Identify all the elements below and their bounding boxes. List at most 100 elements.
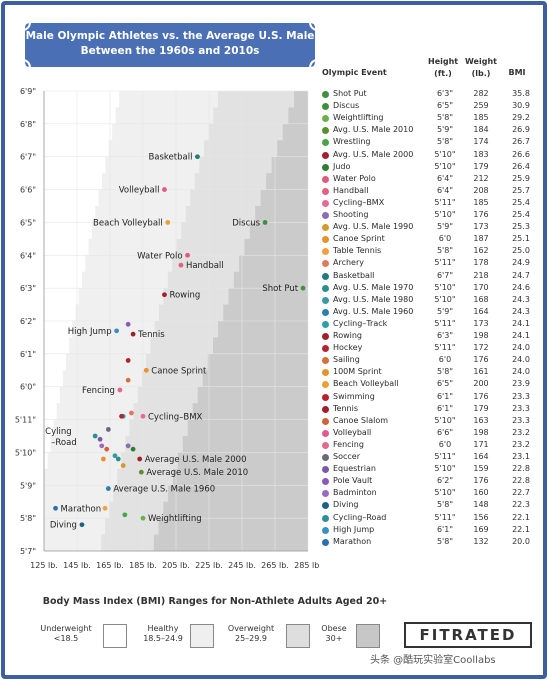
- height-value: 5'10": [434, 149, 456, 159]
- y-tick-label: 5'8": [20, 514, 36, 523]
- x-tick-label: 205 lb.: [162, 561, 190, 570]
- bmi-value: 24.0: [512, 367, 530, 377]
- table-row: Canoe Slalom 5'10" 163 23.3: [320, 415, 532, 427]
- data-point: [114, 328, 119, 334]
- event-name: Avg. U.S. Male 1980: [333, 294, 414, 304]
- title-banner: [24, 22, 316, 68]
- weight-value: 162: [473, 246, 489, 256]
- bmi-value: 23.3: [512, 403, 530, 413]
- table-row: Archery 5'11" 178 24.9: [320, 257, 532, 269]
- height-value: 5'8": [436, 246, 454, 256]
- weight-value: 198: [473, 331, 489, 340]
- event-name: Discus: [333, 101, 360, 111]
- height-value: 5'11": [434, 318, 456, 328]
- table-row: Wrestling 5'8" 174 26.7: [320, 136, 532, 148]
- bmi-value: 22.1: [512, 524, 530, 534]
- bmi-value: 23.2: [512, 439, 530, 449]
- band-step: [218, 321, 308, 338]
- bmi-value: 26.4: [512, 161, 530, 171]
- x-tick-label: 165 lb.: [96, 561, 124, 570]
- data-point: [162, 187, 167, 192]
- weight-value: 148: [473, 500, 489, 510]
- event-name: Avg. U.S. Male 1960: [333, 306, 414, 316]
- band-step: [192, 403, 308, 421]
- table-row: Water Polo 6'4" 212 25.9: [320, 173, 532, 185]
- legend-label: Overweight 25–29.9: [218, 624, 284, 644]
- event-name: Cycling–Track: [333, 318, 388, 328]
- height-value: 5'10": [434, 294, 456, 304]
- band-obese: [153, 91, 308, 552]
- data-point: [143, 367, 149, 373]
- event-name: Pole Vault: [333, 476, 373, 486]
- header-weight: Weight (lb.): [465, 57, 497, 78]
- series-color-dot: [322, 381, 329, 389]
- bmi-value: 24.6: [512, 282, 530, 292]
- y-tick-label: 6'1": [20, 350, 36, 359]
- series-color-dot: [322, 212, 329, 219]
- event-name: Avg. U.S. Male 2000: [333, 149, 414, 159]
- height-value: 5'10": [434, 282, 456, 292]
- legend-swatch: [190, 624, 214, 648]
- data-point: [140, 413, 146, 419]
- table-row: Equestrian 5'10" 159 22.8: [320, 463, 532, 475]
- point-label: Handball: [186, 261, 224, 271]
- weight-value: 198: [473, 427, 489, 437]
- data-point: [119, 413, 124, 419]
- event-name: Marathon: [333, 536, 372, 546]
- y-tick-label: 6'8": [20, 120, 36, 129]
- bmi-value: 23.1: [512, 452, 530, 461]
- series-color-dot: [322, 127, 329, 135]
- table-row: Canoe Sprint 6'0 187 25.1: [320, 233, 532, 245]
- height-value: 5'10": [434, 464, 456, 474]
- event-name: Swimming: [333, 391, 375, 401]
- band-step: [255, 206, 308, 223]
- weight-value: 185: [473, 113, 489, 123]
- series-color-dot: [322, 514, 329, 522]
- header-event: Olympic Event: [322, 68, 387, 77]
- data-point: [102, 505, 108, 511]
- data-point: [53, 505, 58, 511]
- bmi-value: 25.3: [512, 222, 530, 232]
- bmi-value: 26.7: [512, 137, 530, 147]
- table-row: Basketball 6'7" 218 24.7: [320, 270, 532, 282]
- event-name: Cycling–BMX: [333, 197, 385, 207]
- band-step: [212, 337, 308, 355]
- x-tick-label: 145 lb.: [63, 561, 91, 570]
- table-row: Avg. U.S. Male 1990 5'9" 173 25.3: [320, 221, 532, 233]
- band-step: [271, 156, 308, 174]
- band-step: [197, 386, 308, 404]
- band-step: [223, 304, 308, 322]
- series-color-dot: [322, 333, 329, 340]
- data-point: [122, 512, 128, 518]
- event-name: Archery: [333, 258, 364, 268]
- bmi-value: 26.6: [512, 149, 530, 159]
- event-name: Cycling–Road: [333, 512, 387, 522]
- height-value: 6'6": [436, 427, 454, 437]
- weight-value: 156: [473, 512, 489, 522]
- height-value: 5'8": [436, 367, 454, 377]
- series-color-dot: [322, 91, 329, 98]
- data-point: [125, 321, 131, 327]
- bmi-value: 24.3: [512, 294, 530, 304]
- series-color-dot: [322, 441, 329, 449]
- data-point: [79, 522, 85, 528]
- point-label: Average U.S. Male 1960: [113, 485, 215, 495]
- series-color-dot: [322, 175, 329, 183]
- data-point: [262, 220, 268, 225]
- chart-gridlines: [43, 90, 309, 552]
- data-point: [115, 456, 121, 462]
- legend-range: 18.5–24.9: [143, 634, 183, 643]
- data-point: [99, 443, 105, 449]
- point-label: Fencing: [82, 386, 115, 396]
- bmi-value: 20.0: [512, 536, 530, 546]
- band-step: [260, 189, 308, 207]
- height-value: 6'0: [438, 355, 452, 365]
- band-step: [168, 485, 308, 503]
- weight-value: 170: [473, 282, 489, 292]
- series-color-dot: [322, 538, 329, 546]
- weight-value: 178: [473, 258, 489, 268]
- series-color-dot: [322, 308, 329, 316]
- legend-label: Underweight <18.5: [34, 624, 98, 644]
- data-point: [129, 410, 134, 416]
- weight-value: 174: [473, 137, 489, 147]
